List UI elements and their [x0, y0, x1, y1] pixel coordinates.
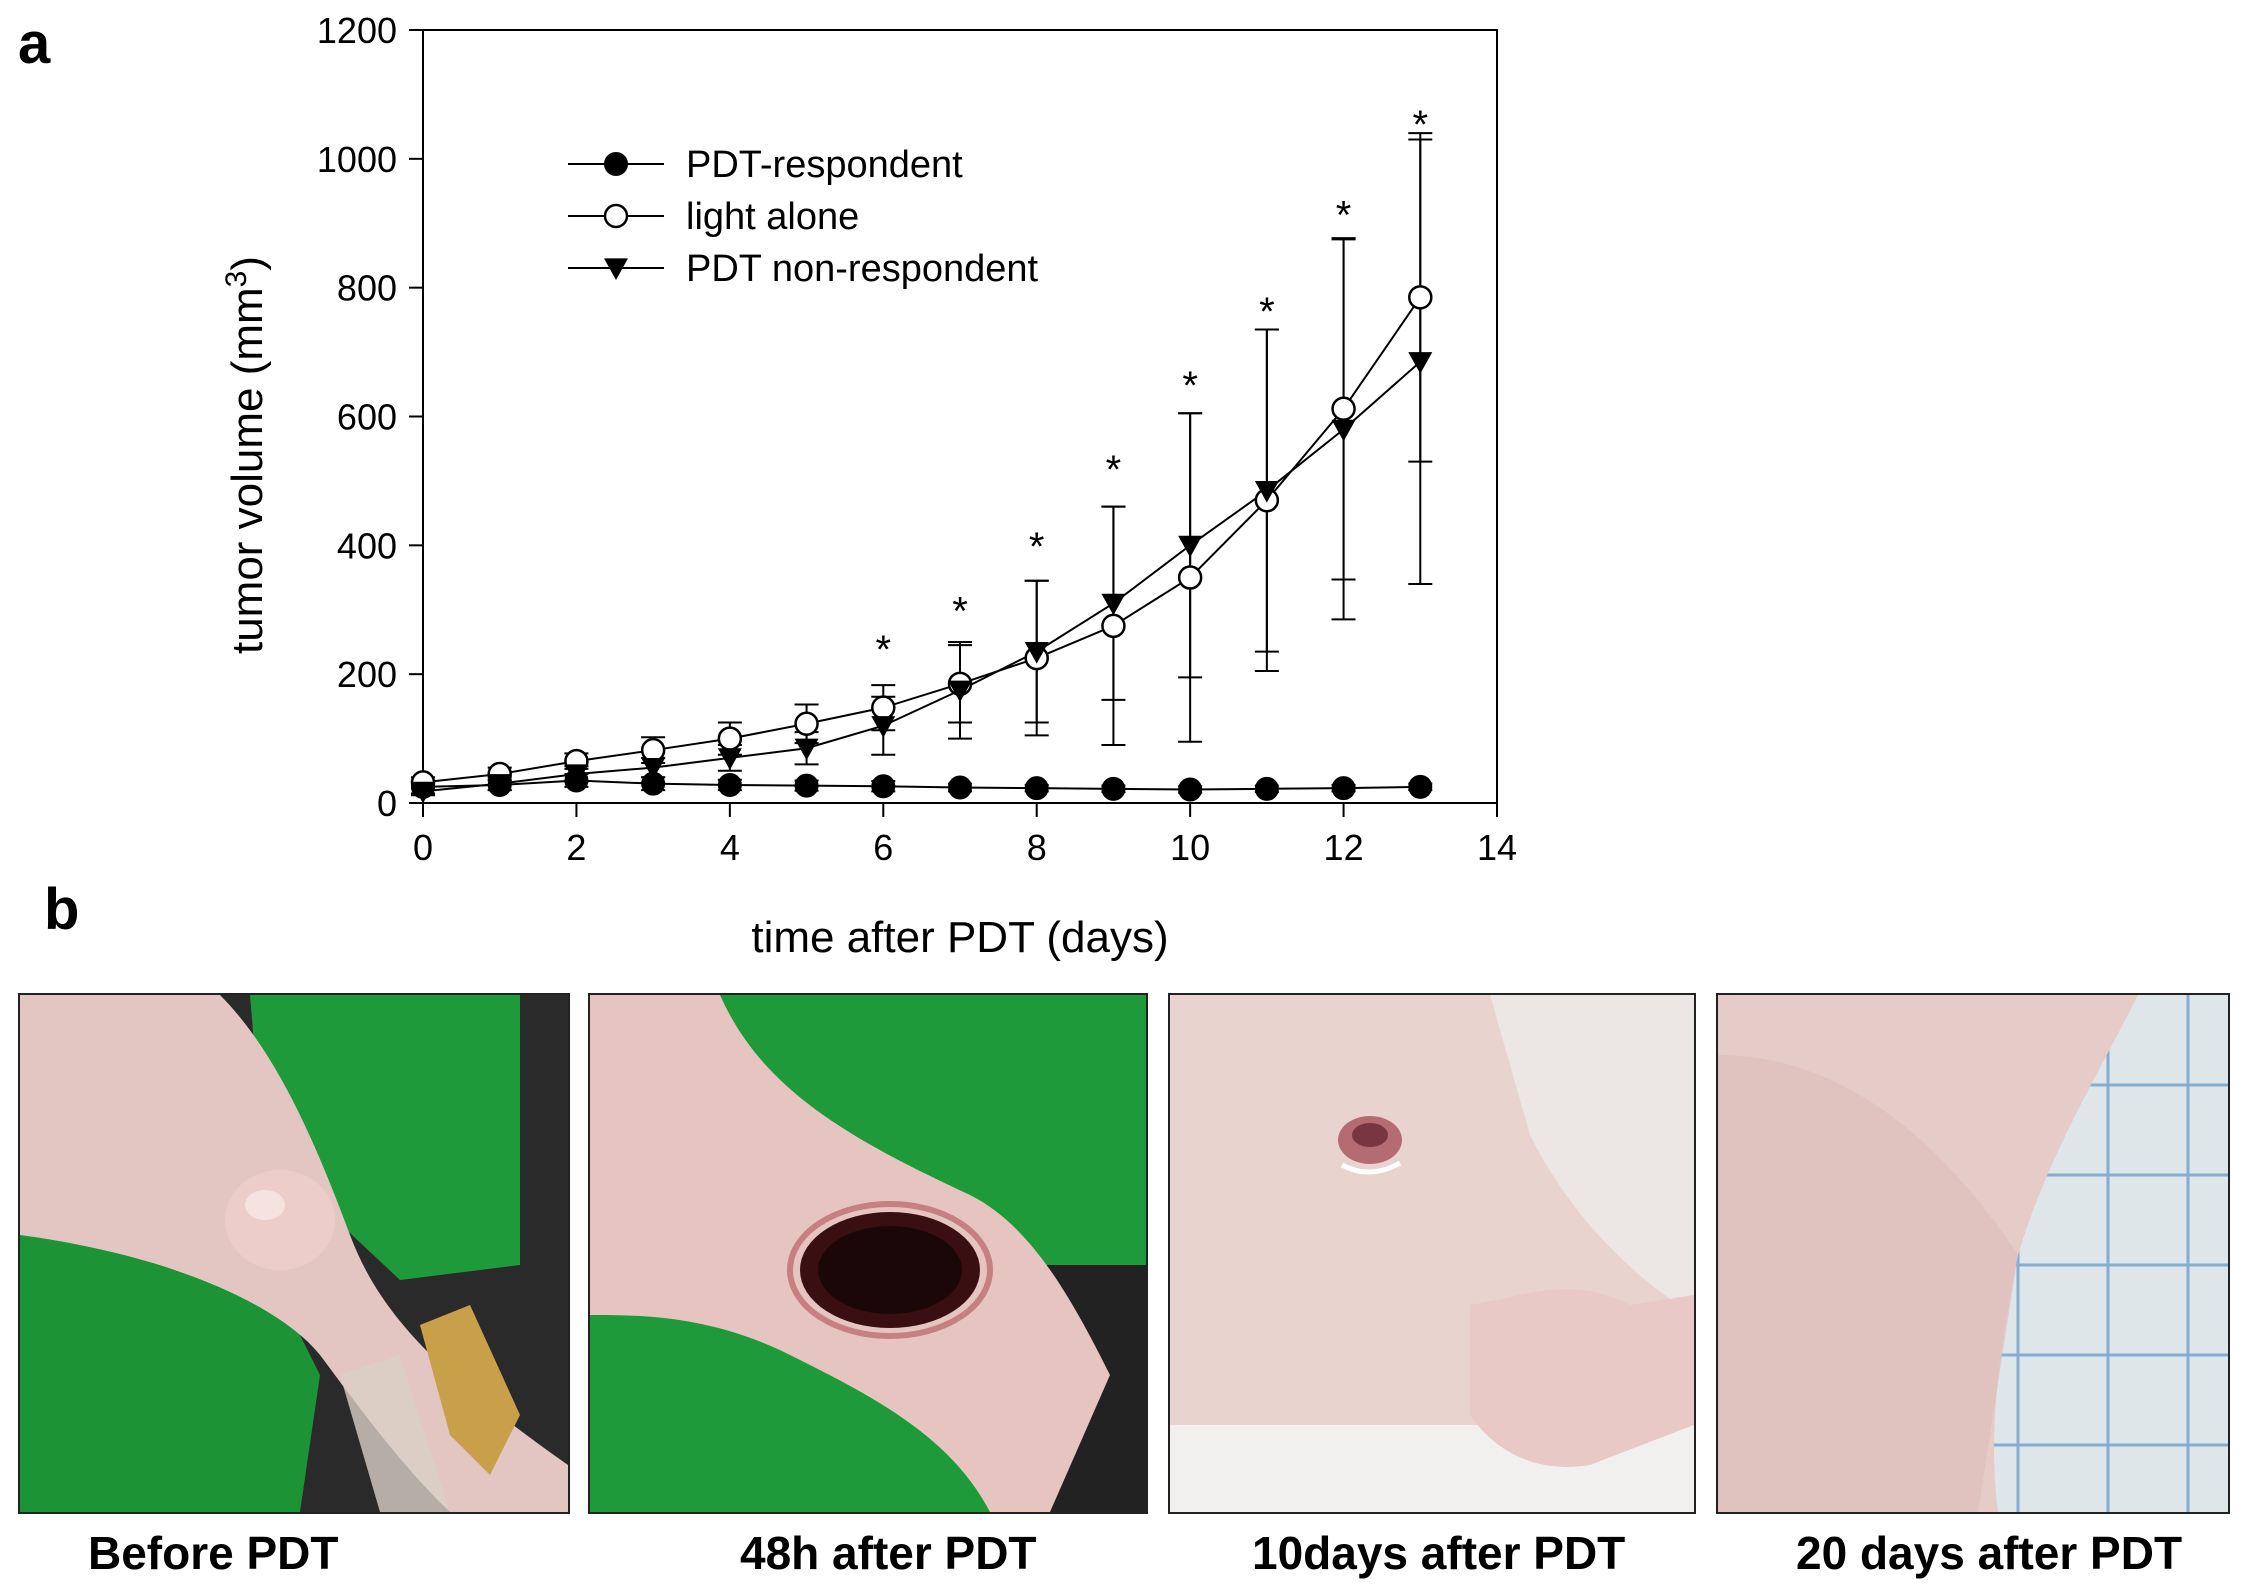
y-axis-label-sup: 3	[220, 271, 253, 288]
x-tick-label: 14	[1477, 827, 1517, 868]
data-point-pdt-respondent	[871, 774, 896, 799]
data-point-pdt-respondent	[717, 772, 742, 797]
y-axis-label: tumor volume (mm3)	[220, 256, 272, 654]
photo-48h-after-pdt	[588, 993, 1148, 1514]
data-point-pdt-respondent	[1331, 776, 1356, 801]
data-point-pdt-respondent	[948, 775, 972, 800]
photo-before-pdt	[18, 993, 570, 1514]
x-tick-label: 12	[1324, 827, 1364, 868]
series-lines	[422, 296, 1422, 793]
significance-star: *	[952, 590, 968, 634]
x-tick-label: 6	[873, 827, 893, 868]
y-tick-label: 400	[337, 525, 397, 566]
series-line-light-alone	[422, 296, 1422, 784]
x-tick-label: 8	[1027, 827, 1047, 868]
legend-label: PDT-respondent	[686, 144, 963, 186]
data-point-pdt-respondent	[1101, 776, 1126, 801]
photo-10days-after-pdt	[1168, 993, 1696, 1514]
significance-star: *	[1336, 193, 1352, 237]
significance-star: *	[875, 628, 891, 672]
y-axis-label-text: tumor volume (mm	[223, 287, 272, 654]
data-point-pdt-respondent	[1254, 776, 1279, 801]
data-point-pdt-respondent	[1408, 774, 1433, 799]
legend-marker	[604, 152, 628, 176]
x-tick-label: 10	[1170, 827, 1210, 868]
data-point-pdt-non-respondent	[794, 738, 819, 761]
data-point-pdt-non-respondent	[564, 764, 589, 787]
series-line-pdt-respondent	[422, 779, 1421, 791]
chart-axes: 0 2 4 6 8 10 12 14 0 200 400 600 800 1000 1200	[317, 10, 1517, 868]
chart-legend: PDT-respondent light alone PDT non-respond…	[568, 144, 1039, 290]
data-point-light-alone	[1177, 565, 1203, 590]
data-point-pdt-non-respondent	[487, 774, 512, 796]
significance-star: *	[1029, 525, 1045, 569]
data-point-pdt-non-respondent	[871, 716, 896, 738]
significance-star: *	[1182, 364, 1198, 408]
caption-before-pdt: Before PDT	[88, 1527, 339, 1579]
legend-entry: PDT non-respondent	[568, 248, 1039, 290]
data-point-pdt-non-respondent	[1024, 642, 1049, 664]
data-point-light-alone	[1408, 285, 1433, 310]
data-point-light-alone	[871, 695, 896, 720]
data-point-pdt-non-respondent	[1408, 352, 1433, 374]
series-markers	[410, 285, 1433, 804]
data-point-pdt-respondent	[1178, 777, 1203, 802]
series-line-pdt-non-respondent	[422, 360, 1421, 793]
data-point-light-alone	[640, 737, 666, 763]
caption-48h-after-pdt: 48h after PDT	[740, 1527, 1037, 1579]
legend-marker	[604, 258, 628, 280]
legend-entry: light alone	[568, 196, 859, 238]
significance-markers: * * * * * * * *	[875, 103, 1428, 672]
caption-10days-after-pdt: 10days after PDT	[1252, 1527, 1626, 1579]
legend-label: light alone	[686, 196, 859, 238]
data-point-light-alone	[717, 726, 743, 751]
significance-star: *	[1412, 103, 1428, 147]
data-point-pdt-respondent	[794, 773, 819, 798]
x-tick-label: 2	[566, 827, 586, 868]
y-tick-label: 1000	[317, 139, 397, 180]
y-tick-label: 1200	[317, 10, 397, 51]
x-tick-label: 4	[720, 827, 740, 868]
data-point-pdt-non-respondent	[641, 757, 666, 780]
x-axis-label: time after PDT (days)	[751, 913, 1168, 962]
significance-star: *	[1259, 290, 1275, 334]
photo-20-days-after-pdt	[1716, 993, 2230, 1514]
data-point-pdt-non-respondent	[1178, 535, 1203, 558]
y-tick-label: 200	[337, 654, 397, 695]
data-point-pdt-non-respondent	[1254, 480, 1279, 503]
data-point-pdt-respondent	[1024, 776, 1049, 801]
legend-label: PDT non-respondent	[686, 248, 1039, 290]
data-point-pdt-non-respondent	[411, 781, 435, 804]
panel-label-a: a	[18, 11, 51, 76]
data-point-pdt-non-respondent	[1331, 419, 1356, 442]
legend-marker	[603, 203, 629, 229]
data-point-pdt-non-respondent	[948, 680, 972, 703]
legend-entry: PDT-respondent	[568, 144, 963, 186]
data-point-light-alone	[1331, 396, 1356, 422]
y-tick-label: 0	[377, 783, 397, 824]
y-tick-label: 800	[337, 268, 397, 309]
x-tick-label: 0	[413, 827, 433, 868]
caption-20-days-after-pdt: 20 days after PDT	[1796, 1527, 2183, 1579]
y-axis-label-close: )	[223, 256, 272, 271]
data-point-light-alone	[794, 711, 819, 737]
y-tick-label: 600	[337, 397, 397, 438]
data-point-pdt-non-respondent	[717, 748, 742, 770]
panel-label-b: b	[44, 877, 80, 942]
significance-star: *	[1106, 448, 1122, 492]
data-point-light-alone	[1101, 613, 1126, 639]
data-point-pdt-non-respondent	[1101, 593, 1126, 616]
